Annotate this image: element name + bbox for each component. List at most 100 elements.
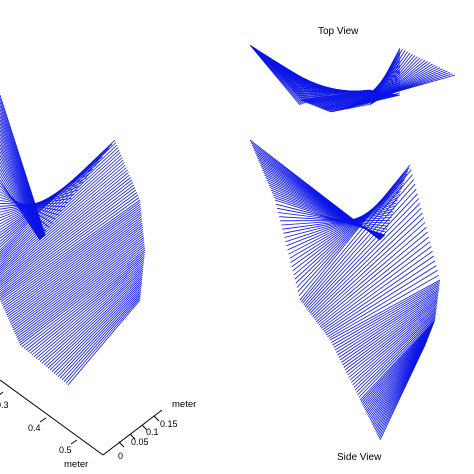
trajectory-line (0, 147, 110, 245)
trajectory-line (306, 90, 377, 104)
trajectory-line (373, 55, 416, 103)
trajectory-line (37, 268, 144, 361)
trajectory-line (344, 299, 438, 371)
trajectory-line (370, 333, 430, 422)
trajectory-line (357, 316, 436, 396)
trajectory-line (298, 89, 369, 99)
trajectory-line (0, 159, 124, 268)
trajectory-line (327, 270, 438, 338)
trajectory-line (373, 53, 413, 103)
trajectory-line (379, 344, 426, 441)
trajectory-line (0, 147, 43, 239)
trajectory-line (31, 262, 145, 356)
trajectory-line (309, 203, 421, 314)
trajectory-line (49, 281, 143, 371)
tick-mark (118, 441, 125, 448)
trajectory-line (307, 193, 418, 311)
trajectory-line (375, 58, 423, 102)
trajectory-line (0, 142, 117, 253)
trajectory-line (0, 147, 119, 257)
trajectory-line (65, 297, 141, 384)
trajectory-line (0, 167, 127, 274)
trajectory-line (0, 164, 126, 272)
trajectory-line (338, 291, 439, 358)
trajectory-line (281, 217, 392, 226)
trajectory-line (376, 59, 426, 101)
trajectory-line (45, 276, 143, 367)
trajectory-line (53, 285, 142, 374)
trajectory-line (0, 152, 121, 261)
trajectory-line (374, 56, 418, 103)
trajectory-fan-top-view (249, 44, 456, 113)
trajectory-line (314, 222, 426, 321)
axes-3d (0, 379, 163, 456)
trajectory-line (18, 247, 146, 344)
trajectory-line (367, 329, 432, 416)
tick-mark (129, 433, 136, 440)
trajectory-line (0, 197, 140, 299)
trajectory-line (371, 334, 430, 424)
trajectory-line (363, 324, 434, 409)
trajectory-fan-side-view (249, 139, 441, 441)
trajectory-line (18, 245, 145, 342)
trajectory-line (29, 260, 145, 354)
tick-mark (141, 424, 148, 431)
trajectory-line (11, 228, 144, 327)
trajectory-line (319, 241, 431, 328)
tick-mark (70, 439, 78, 445)
trajectory-line (299, 89, 371, 101)
trajectory-line (61, 293, 141, 381)
trajectory-line (352, 309, 437, 386)
trajectory-line (0, 201, 141, 303)
trajectory-line (8, 222, 143, 321)
trajectory-line (13, 235, 144, 333)
trajectory-line (371, 50, 406, 105)
trajectory-line (0, 144, 118, 255)
trajectory-line (375, 57, 421, 102)
trajectory-line (0, 174, 130, 280)
trajectory-line (9, 224, 143, 323)
trajectory-line (329, 279, 441, 341)
trajectory-line (349, 306, 437, 381)
trajectory-line (304, 90, 375, 102)
trajectory-line (296, 173, 408, 288)
trajectory-line (333, 284, 440, 348)
trajectory-line (317, 231, 428, 324)
trajectory-line (367, 330, 432, 417)
trajectory-line (358, 318, 436, 398)
tick-mark (0, 391, 4, 396)
tick-mark (153, 415, 160, 422)
trajectory-line (27, 257, 145, 353)
trajectory-line (16, 241, 145, 338)
trajectory-line (361, 321, 435, 404)
trajectory-line (369, 332, 431, 421)
axis-3d-left-edge (0, 379, 104, 456)
trajectory-line (35, 266, 144, 359)
trajectory-line (293, 182, 405, 276)
trajectory-line (292, 185, 403, 272)
trajectory-line (311, 207, 422, 316)
trajectory-line (377, 62, 431, 100)
trajectory-line (0, 133, 44, 238)
trajectory-line (0, 187, 136, 290)
trajectory-line (289, 193, 400, 259)
trajectory-line (284, 208, 395, 238)
trajectory-line (0, 172, 129, 278)
trajectory-line (12, 230, 144, 329)
trajectory-line (0, 157, 123, 265)
trajectory-line (332, 282, 440, 346)
trajectory-line (0, 139, 116, 251)
tick-mark (39, 417, 47, 423)
trajectory-line (33, 264, 144, 358)
trajectory-line (369, 47, 401, 106)
trajectory-line (2, 205, 141, 306)
trajectory-line (324, 260, 436, 334)
trajectory-line (67, 299, 141, 386)
tick-label-right-3: 0.15 (160, 419, 178, 429)
trajectory-line (13, 232, 144, 331)
trajectory-line (1, 203, 141, 305)
axis-label-left: meter (64, 459, 88, 470)
trajectory-line (291, 187, 402, 268)
trajectory-line (0, 182, 133, 286)
trajectory-line (342, 296, 439, 366)
